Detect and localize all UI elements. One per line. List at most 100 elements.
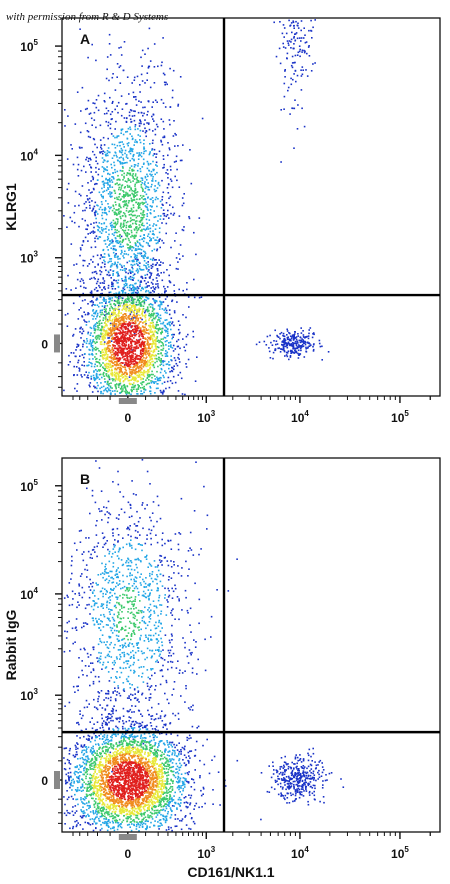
event-dot [113,341,115,343]
event-dot [136,374,138,377]
event-dot [111,351,114,353]
event-dot [119,378,122,380]
event-dot [127,202,130,204]
event-dot [127,195,129,197]
event-dot [128,260,131,262]
event-dot [106,56,109,58]
event-dot [119,245,122,248]
event-dot [85,158,87,161]
event-dot [120,386,123,389]
event-dot [292,342,295,344]
event-dot [136,220,138,222]
event-dot [160,363,163,365]
event-dot [139,135,141,137]
event-dot [126,76,129,78]
event-dot [115,375,117,377]
event-dot [141,197,143,199]
event-dot [83,319,85,321]
event-dot [143,123,145,126]
event-dot [133,385,136,387]
event-dot [143,234,145,236]
event-dot [111,372,114,374]
event-dot [187,358,190,361]
event-dot [129,150,132,152]
event-dot [152,114,155,116]
event-dot [131,214,134,217]
event-dot [152,230,154,232]
event-dot [153,312,155,315]
event-dot [302,336,305,338]
event-dot [117,470,119,473]
event-dot [292,800,294,803]
event-dot [149,303,152,305]
event-dot [131,297,133,300]
event-dot [79,147,81,149]
event-dot [146,215,149,217]
event-dot [118,66,121,69]
event-dot [103,228,105,230]
event-dot [96,280,99,283]
event-dot [135,318,137,320]
event-dot [136,176,139,179]
event-dot [293,24,295,27]
event-dot [178,186,181,188]
event-dot [105,177,107,180]
event-dot [79,541,82,543]
event-dot [158,358,160,361]
event-dot [139,206,141,209]
event-dot [114,345,116,347]
event-dot [185,685,187,687]
event-dot [321,766,324,768]
event-dot [173,161,176,163]
event-dot [106,169,109,172]
event-dot [95,460,97,462]
event-dot [177,712,180,715]
event-dot [132,376,134,378]
event-dot [165,330,167,333]
event-dot [302,345,305,348]
event-dot [119,340,122,342]
event-dot [99,387,101,390]
event-dot [208,772,211,775]
event-dot [134,173,137,175]
event-dot [107,354,109,356]
event-dot [111,157,114,159]
event-dot [284,340,286,342]
event-dot [127,247,129,249]
event-dot [147,709,149,712]
event-dot [309,327,312,329]
event-dot [322,796,325,798]
event-dot [104,288,106,290]
event-dot [74,205,76,207]
event-dot [268,791,271,793]
event-dot [151,364,153,366]
event-dot [318,776,321,779]
event-dot [139,283,141,286]
event-dot [146,203,149,206]
event-dot [299,55,301,58]
event-dot [98,508,100,510]
event-dot [108,33,111,36]
event-dot [111,330,114,332]
event-dot [138,301,140,303]
event-dot [87,332,89,335]
event-dot [291,55,294,58]
event-dot [100,332,102,335]
event-dot [141,333,143,336]
event-dot [100,390,103,393]
event-dot [92,335,94,337]
event-dot [131,370,134,373]
event-dot [113,222,115,225]
event-dot [295,344,298,346]
event-dot [110,163,112,166]
event-dot [224,785,227,787]
event-dot [170,359,172,361]
event-dot [138,310,140,313]
event-dot [123,301,126,304]
event-dot [152,363,155,366]
event-dot [117,198,120,201]
event-dot [308,55,311,57]
event-dot [124,291,126,294]
event-dot [106,370,108,372]
event-dot [100,322,103,324]
